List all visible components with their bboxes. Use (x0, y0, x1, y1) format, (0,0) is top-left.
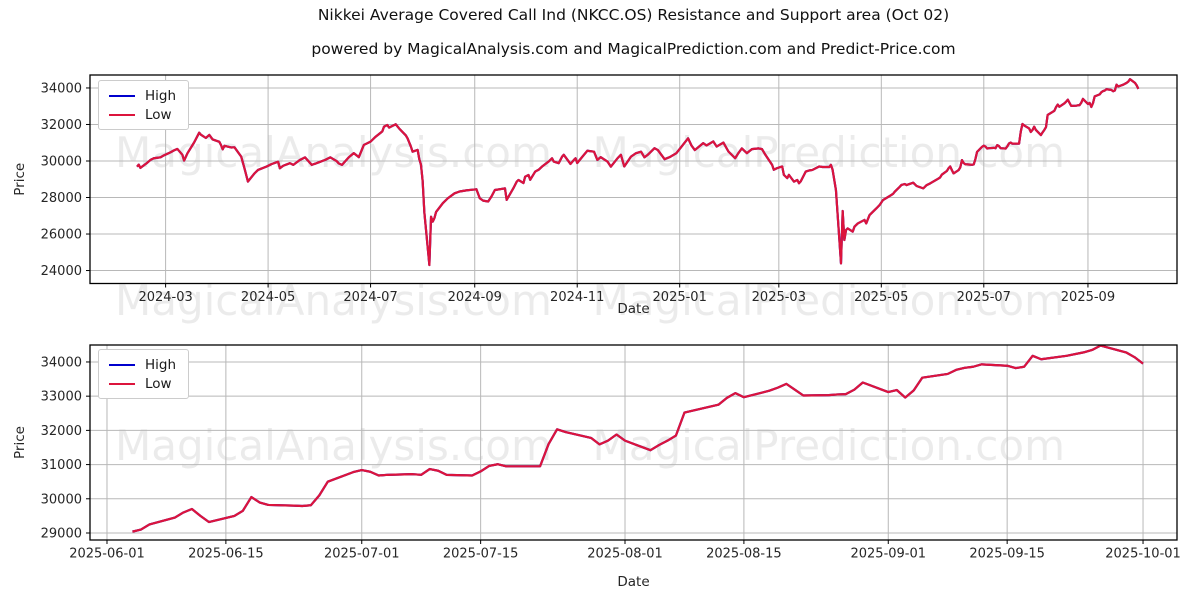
x-tick-label: 2025-06-15 (188, 547, 264, 562)
high-line-swatch (109, 363, 135, 366)
x-tick-label: 2024-11 (550, 290, 604, 305)
legend-bottom-chart: High Low (98, 349, 190, 399)
x-tick-label: 2025-05 (854, 290, 908, 305)
legend-top-chart: High Low (98, 80, 190, 130)
y-axis-label: Price (12, 426, 28, 459)
legend-item-high: High (109, 86, 176, 105)
plot-border (89, 344, 1178, 541)
x-tick-label: 2025-09-01 (850, 547, 926, 562)
series-line-high (136, 78, 1140, 267)
y-tick-label: 26000 (41, 228, 82, 243)
legend-item-low: Low (109, 105, 176, 124)
y-tick-label: 33000 (41, 390, 82, 405)
y-tick-label: 24000 (41, 264, 82, 279)
y-tick-label: 32000 (41, 118, 82, 133)
x-axis-label: Date (617, 574, 649, 590)
x-tick-label: 2024-05 (241, 290, 295, 305)
legend-label-high: High (145, 356, 177, 373)
x-tick-label: 2025-07-15 (443, 547, 519, 562)
high-line-swatch (109, 94, 135, 97)
y-tick-label: 31000 (41, 458, 82, 473)
legend-item-low: Low (109, 374, 176, 393)
x-tick-label: 2024-03 (138, 290, 192, 305)
bottom-chart: 2025-06-01 2025-06-15 2025-07-01 2025-07-15… (12, 344, 1181, 590)
x-tick-label: 2025-10-01 (1105, 547, 1181, 562)
y-tick-label: 30000 (41, 154, 82, 169)
legend-label-high: High (145, 87, 177, 104)
plot-border (89, 74, 1178, 285)
legend-label-low: Low (145, 106, 172, 123)
y-tick-label: 34000 (41, 81, 82, 96)
y-tick-label: 30000 (41, 492, 82, 507)
top-chart: 2024-03 2024-05 2024-07 2024-09 2024-11 2025-… (12, 74, 1178, 317)
series-line-high (132, 344, 1144, 533)
low-line-swatch (109, 382, 135, 385)
x-tick-label: 2025-08-01 (587, 547, 663, 562)
series-line-low (132, 344, 1144, 533)
x-tick-label: 2024-09 (448, 290, 502, 305)
x-tick-label: 2025-08-15 (706, 547, 782, 562)
x-tick-label: 2025-06-01 (69, 547, 145, 562)
y-tick-label: 34000 (41, 355, 82, 370)
x-tick-label: 2025-07-01 (324, 547, 400, 562)
legend-label-low: Low (145, 375, 172, 392)
x-tick-label: 2025-09-15 (969, 547, 1045, 562)
x-tick-label: 2025-07 (957, 290, 1011, 305)
chart-title: Nikkei Average Covered Call Ind (NKCC.OS… (317, 6, 950, 24)
low-line-swatch (109, 113, 135, 116)
x-tick-label: 2025-03 (752, 290, 806, 305)
y-tick-label: 32000 (41, 424, 82, 439)
legend-item-high: High (109, 355, 176, 374)
x-tick-label: 2024-07 (343, 290, 397, 305)
y-axis-label: Price (12, 163, 28, 196)
y-tick-label: 28000 (41, 191, 82, 206)
series-line-low (136, 78, 1140, 267)
x-tick-label: 2025-01 (653, 290, 707, 305)
y-tick-label: 29000 (41, 526, 82, 541)
chart-subtitle: powered by MagicalAnalysis.com and Magic… (311, 40, 956, 58)
x-axis-label: Date (617, 301, 649, 317)
x-tick-label: 2025-09 (1061, 290, 1115, 305)
